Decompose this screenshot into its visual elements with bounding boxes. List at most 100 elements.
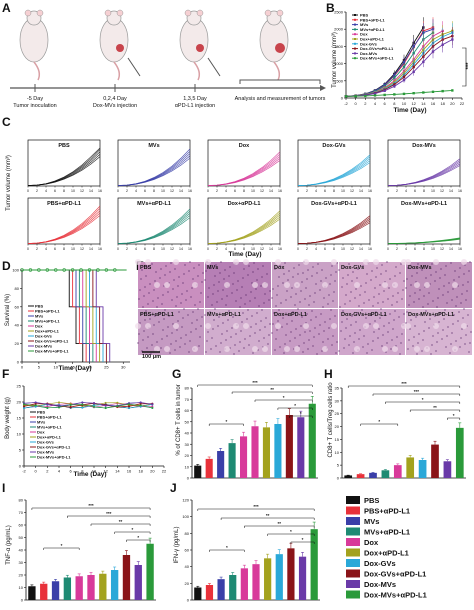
i-bar — [110, 570, 119, 600]
b-ylabel: Tumor volume (mm³) — [332, 32, 338, 88]
c-xtick-label: 14 — [359, 247, 363, 251]
e-nucleus-dot — [345, 294, 347, 296]
c-xtick-label: 14 — [179, 189, 183, 193]
e-nucleus-dot — [455, 305, 457, 307]
c-mouse-curve — [297, 156, 371, 186]
e-nucleus-dot — [410, 284, 412, 286]
g-ytick-label: 10 — [185, 464, 190, 469]
j-ytick-label: 60 — [185, 548, 190, 553]
e-nucleus-dot — [160, 268, 162, 270]
j-sig-bracket — [209, 549, 245, 552]
step-3-day: 1,3,5 Day — [183, 96, 207, 102]
j-bar — [275, 554, 283, 600]
e-nucleus-dot — [437, 297, 439, 299]
e-nucleus-dot — [176, 296, 178, 298]
c-mouse-curve — [117, 210, 191, 244]
i-bar — [122, 555, 131, 600]
e-nucleus-dot — [383, 325, 385, 327]
h-bar — [418, 460, 427, 478]
e-nucleus-dot — [413, 336, 415, 338]
e-nucleus-dot — [373, 296, 375, 298]
b-point — [422, 91, 425, 94]
e-nucleus-dot — [306, 313, 308, 315]
timeline-arrowhead — [320, 85, 326, 91]
e-nucleus-dot — [302, 272, 304, 274]
b-legend-label: PBS — [360, 13, 369, 18]
i-bar — [134, 565, 142, 600]
e-tile-label: MVs — [207, 265, 218, 271]
f-legend-label: MVs — [37, 420, 46, 425]
i-sig-bracket — [43, 547, 80, 550]
j-sig-bracket — [244, 525, 315, 528]
e-tile-label: PBS — [140, 265, 152, 271]
e-necrosis-spot — [354, 282, 360, 288]
e-nucleus-dot — [163, 318, 165, 320]
c-xtick-label: 14 — [359, 189, 363, 193]
c-subplot-title: PBS+αPD-L1 — [47, 201, 81, 207]
f-legend-label: Dox — [37, 430, 45, 435]
legend-swatch — [346, 527, 360, 536]
e-nucleus-dot — [243, 268, 245, 270]
b-point — [402, 65, 406, 69]
e-nucleus-dot — [439, 277, 441, 279]
c-xtick-label: 10 — [341, 247, 345, 251]
e-nucleus-dot — [282, 317, 284, 319]
e-nucleus-dot — [151, 263, 153, 265]
e-necrosis-spot — [363, 259, 369, 265]
e-nucleus-dot — [380, 273, 382, 275]
c-xtick-label: 10 — [431, 189, 435, 193]
e-nucleus-dot — [247, 274, 249, 276]
e-nucleus-dot — [356, 312, 358, 314]
h-sig-label: ** — [433, 405, 437, 410]
j-sig-bracket — [267, 533, 315, 536]
e-nucleus-dot — [310, 319, 312, 321]
e-nucleus-dot — [168, 315, 170, 317]
e-nucleus-dot — [295, 293, 297, 295]
panel-e: E PBSMVsDoxDox-GVsDox-MVsPBS+αPD-L1MVs+α… — [135, 259, 472, 360]
e-nucleus-dot — [228, 310, 230, 312]
e-nucleus-dot — [211, 337, 213, 339]
d-xtick-label: 20 — [87, 365, 92, 370]
i-sig-bracket — [67, 515, 151, 518]
e-nucleus-dot — [280, 302, 282, 304]
e-necrosis-spot — [331, 259, 337, 265]
e-nucleus-dot — [149, 318, 151, 320]
legend-label: Dox — [364, 538, 379, 547]
c-xtick-label: 2 — [396, 189, 398, 193]
c-xtick-label: 0 — [297, 189, 299, 193]
e-nucleus-dot — [167, 326, 169, 328]
e-nucleus-dot — [155, 271, 157, 273]
e-nucleus-dot — [376, 267, 378, 269]
c-mouse-curve — [207, 212, 281, 244]
e-nucleus-dot — [382, 301, 384, 303]
e-tile-label: Dox+αPD-L1 — [274, 312, 307, 318]
e-nucleus-dot — [463, 308, 465, 310]
e-nucleus-dot — [458, 276, 460, 278]
e-nucleus-dot — [183, 273, 185, 275]
e-nucleus-dot — [353, 341, 355, 343]
e-nucleus-dot — [386, 261, 388, 263]
b-point — [354, 95, 357, 98]
e-histology-tile: MVs — [204, 259, 271, 308]
legend-swatch — [346, 569, 360, 578]
e-nucleus-dot — [388, 287, 390, 289]
d-legend-label: Dox-GVs — [35, 334, 53, 339]
h-bar — [356, 474, 365, 478]
c-subplot-title: Dox — [239, 143, 250, 149]
e-nucleus-dot — [453, 314, 455, 316]
b-xtick-label: -2 — [344, 101, 348, 106]
b-significance: *** — [466, 62, 472, 70]
c-mouse-curve — [387, 237, 461, 244]
c-xtick-label: 4 — [405, 189, 407, 193]
e-nucleus-dot — [152, 333, 154, 335]
e-nucleus-dot — [431, 263, 433, 265]
e-nucleus-dot — [409, 295, 411, 297]
g-sig-label: *** — [252, 380, 258, 385]
e-nucleus-dot — [245, 294, 247, 296]
e-nucleus-dot — [215, 345, 217, 347]
e-nucleus-dot — [422, 306, 424, 308]
e-necrosis-spot — [405, 259, 411, 265]
c-mouse-curve — [297, 215, 371, 244]
e-nucleus-dot — [392, 295, 394, 297]
c-xtick-label: 12 — [170, 189, 174, 193]
